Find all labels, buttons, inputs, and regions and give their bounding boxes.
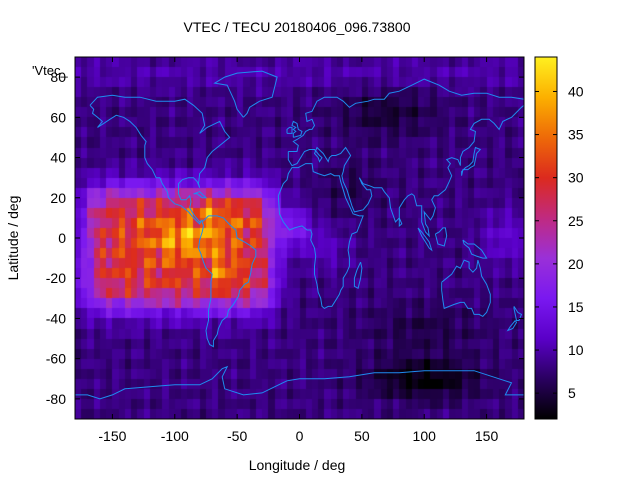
colorbar-tick-label: 20	[568, 256, 584, 272]
y-tick-label: 40	[50, 150, 66, 166]
colorbar-tick-label: 25	[568, 213, 584, 229]
colorbar-tick-label: 40	[568, 83, 584, 99]
coastline-japan	[461, 146, 482, 176]
coastline-europe-asia	[287, 78, 525, 238]
colorbar-tick-label: 15	[568, 299, 584, 315]
y-tick-label: -60	[46, 351, 66, 367]
chart-title: VTEC / TECU 20180406_096.73800	[183, 19, 410, 35]
x-tick-label: 0	[296, 428, 304, 444]
coastline-new-zealand	[513, 306, 523, 321]
coastline-north-america	[89, 94, 231, 225]
colorbar-tick-label: 35	[568, 127, 584, 143]
coastline-ireland	[286, 126, 293, 134]
key-label: 'Vtec_	[32, 63, 68, 78]
x-axis-label: Longitude / deg	[249, 457, 346, 473]
coastline-africa	[277, 163, 364, 309]
colorbar: 5 10 15 20 25 30 35 40	[534, 56, 584, 420]
colorbar-tick-label: 10	[568, 342, 584, 358]
y-axis: -80 -60 -40 -20 0 20 40 60 80	[46, 69, 524, 407]
x-tick-label: 150	[475, 428, 499, 444]
heatmap-area: -150 -100 -50 0 50 100 150 -80 -60 -40 -20 0 20 40 60…	[46, 56, 525, 444]
coastline-sri-lanka	[398, 217, 403, 227]
coastline-australia	[441, 259, 491, 318]
y-axis-label: Latitude / deg	[5, 196, 21, 281]
y-tick-label: -40	[46, 310, 66, 326]
y-tick-label: 80	[50, 69, 66, 85]
x-tick-label: 50	[354, 428, 370, 444]
x-tick-label: 100	[413, 428, 437, 444]
x-tick-label: -150	[98, 428, 126, 444]
vtec-heatmap	[75, 57, 524, 419]
coastline-antarctica	[75, 365, 524, 400]
coastline-new-zealand-south	[506, 320, 518, 332]
y-tick-label: -80	[46, 391, 66, 407]
colorbar-gradient	[535, 57, 557, 419]
coastline-borneo	[434, 227, 448, 247]
coastline-new-guinea	[462, 239, 488, 259]
coastline-sumatra	[417, 227, 433, 252]
coastline-cuba	[193, 191, 208, 199]
coastline-greenland	[213, 70, 278, 118]
y-tick-label: 60	[50, 109, 66, 125]
colorbar-ticks: 5 10 15 20 25 30 35 40	[535, 83, 584, 401]
y-tick-label: 20	[50, 190, 66, 206]
colorbar-tick-label: 30	[568, 170, 584, 186]
x-axis: -150 -100 -50 0 50 100 150	[98, 57, 498, 444]
coastline-south-america	[197, 215, 257, 348]
x-tick-label: -100	[161, 428, 189, 444]
y-tick-label: -20	[46, 270, 66, 286]
colorbar-frame	[534, 56, 558, 420]
coastline-madagascar	[353, 261, 363, 290]
coastline-british-isles	[291, 120, 303, 138]
x-tick-label: -50	[227, 428, 247, 444]
y-tick-label: 0	[58, 230, 66, 246]
coastlines	[75, 70, 525, 400]
colorbar-tick-label: 5	[568, 385, 576, 401]
